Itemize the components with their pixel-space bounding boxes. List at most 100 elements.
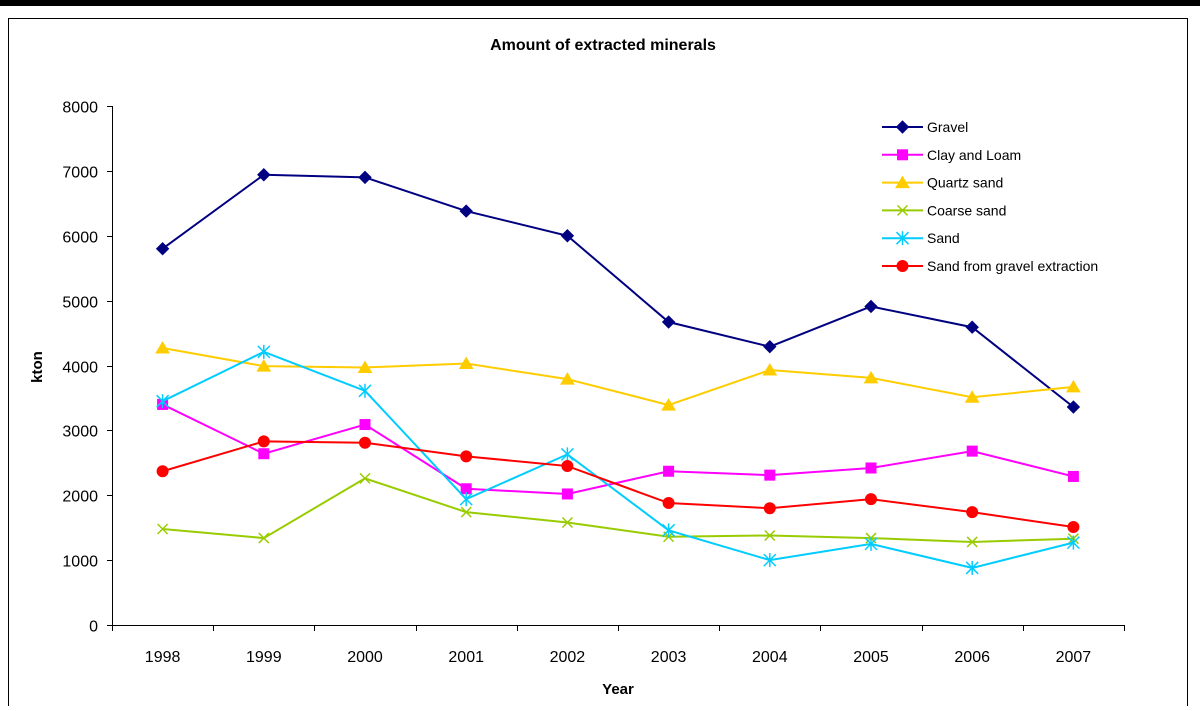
chart-title: Amount of extracted minerals <box>490 37 716 54</box>
x-tick-label: 2001 <box>448 649 484 666</box>
x-tick-label: 2002 <box>550 649 586 666</box>
data-point-marker <box>864 536 878 551</box>
data-point-marker <box>763 553 777 568</box>
data-point-marker <box>966 506 979 519</box>
y-tick-label: 2000 <box>62 489 98 506</box>
data-point-marker <box>258 532 270 544</box>
series-gravel <box>155 168 1081 414</box>
data-point-marker <box>358 170 372 185</box>
data-point-marker <box>966 445 978 457</box>
data-point-marker <box>1067 470 1079 482</box>
data-point-marker <box>865 462 877 474</box>
legend-label: Sand from gravel extraction <box>927 258 1098 274</box>
legend-item: Sand from gravel extraction <box>882 258 1098 274</box>
y-tick-labels: 0 1000 2000 3000 4000 5000 6000 7000 8000 <box>62 100 98 636</box>
series-quartz-sand <box>155 341 1081 411</box>
legend-item: Clay and Loam <box>882 147 1021 163</box>
data-point-marker <box>157 523 169 535</box>
data-point-marker <box>155 242 170 256</box>
data-point-marker <box>1067 521 1080 534</box>
data-point-marker <box>459 204 473 218</box>
data-point-marker <box>561 488 573 500</box>
y-tick-label: 1000 <box>62 554 98 571</box>
series-layer <box>155 168 1081 575</box>
data-point-marker <box>560 372 575 385</box>
data-point-marker <box>897 149 908 161</box>
series-line <box>162 173 1075 408</box>
axes <box>107 106 1125 631</box>
data-point-marker <box>663 465 675 477</box>
data-point-marker <box>561 516 573 529</box>
legend-item: Sand <box>882 230 960 246</box>
data-point-marker <box>896 260 909 272</box>
series-line <box>162 477 1074 543</box>
data-point-marker <box>896 204 909 216</box>
data-point-marker <box>965 320 979 334</box>
data-point-marker <box>863 370 879 384</box>
y-axis-title: kton <box>29 351 46 383</box>
data-point-marker <box>764 529 776 542</box>
series-sand <box>156 344 1080 575</box>
data-point-marker <box>864 299 878 314</box>
x-tick-label: 2007 <box>1056 649 1092 666</box>
data-point-marker <box>895 231 910 246</box>
y-tick-label: 3000 <box>62 424 98 441</box>
series-sand-from-gravel-extraction <box>156 435 1080 534</box>
data-point-marker <box>256 359 272 372</box>
series-line <box>162 403 1074 495</box>
legend-label: Quartz sand <box>927 175 1003 191</box>
data-point-marker <box>865 493 877 506</box>
data-point-marker <box>460 450 473 463</box>
x-tick-label: 1998 <box>145 649 181 666</box>
data-point-marker <box>257 344 271 359</box>
data-point-marker <box>257 168 271 182</box>
y-tick-label: 6000 <box>62 230 98 247</box>
x-tick-label: 2000 <box>347 649 383 666</box>
top-border <box>0 0 1200 6</box>
data-point-marker <box>258 448 270 460</box>
data-point-marker <box>895 175 910 189</box>
data-point-marker <box>1066 379 1081 393</box>
series-line <box>162 350 1074 569</box>
y-tick-label: 8000 <box>62 100 98 117</box>
legend-label: Sand <box>927 230 960 246</box>
y-tick-label: 5000 <box>62 295 98 312</box>
series-line <box>162 440 1074 529</box>
y-tick-label: 7000 <box>62 165 98 182</box>
data-point-marker <box>895 120 910 134</box>
y-tick-label: 0 <box>89 619 98 636</box>
x-tick-labels: 1998 1999 2000 2001 2002 2003 2004 2005 2006 2007 <box>145 649 1091 666</box>
data-point-marker <box>661 315 676 329</box>
data-point-marker <box>560 447 574 462</box>
legend: Gravel Clay and Loam Quartz sand Coarse san… <box>882 119 1098 274</box>
data-point-marker <box>1066 535 1080 550</box>
data-point-marker <box>762 363 778 376</box>
data-point-marker <box>357 360 373 373</box>
legend-label: Coarse sand <box>927 202 1006 218</box>
x-tick-label: 2005 <box>853 649 889 666</box>
legend-item: Quartz sand <box>882 175 1003 191</box>
data-point-marker <box>966 536 978 548</box>
data-point-marker <box>764 469 776 481</box>
data-point-marker <box>155 341 170 354</box>
data-point-marker <box>1066 400 1081 414</box>
data-point-marker <box>156 394 170 409</box>
x-tick-label: 2006 <box>954 649 990 666</box>
data-point-marker <box>359 472 371 484</box>
data-point-marker <box>661 398 676 411</box>
data-point-marker <box>156 465 169 478</box>
data-point-marker <box>458 356 474 370</box>
data-point-marker <box>459 492 473 507</box>
x-tick-label: 2003 <box>651 649 687 666</box>
data-point-marker <box>662 523 676 538</box>
x-tick-label: 1999 <box>246 649 282 666</box>
legend-label: Clay and Loam <box>927 147 1021 163</box>
data-point-marker <box>763 502 776 515</box>
data-point-marker <box>460 506 472 518</box>
series-line <box>162 346 1074 407</box>
legend-label: Gravel <box>927 119 968 135</box>
data-point-marker <box>662 497 675 510</box>
data-point-marker <box>359 436 371 449</box>
